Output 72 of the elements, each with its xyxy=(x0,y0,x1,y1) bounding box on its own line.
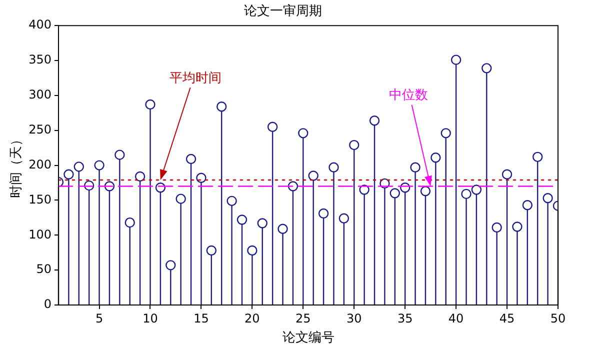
point xyxy=(359,184,370,195)
point xyxy=(257,218,268,228)
point xyxy=(145,99,156,110)
x-tick-label: 5 xyxy=(95,311,104,326)
point xyxy=(267,122,278,132)
point xyxy=(298,128,308,138)
point xyxy=(186,154,196,164)
y-tick-label: 350 xyxy=(28,52,52,67)
point xyxy=(196,172,206,183)
x-tick-label: 20 xyxy=(244,311,260,326)
y-tick-label: 200 xyxy=(28,157,52,172)
point xyxy=(492,222,502,233)
point xyxy=(74,162,84,172)
point xyxy=(176,194,186,204)
point xyxy=(400,182,410,193)
point xyxy=(512,222,522,232)
point xyxy=(84,180,94,191)
x-tick-label: 30 xyxy=(346,311,362,326)
point xyxy=(349,140,360,150)
point xyxy=(114,150,125,160)
point xyxy=(104,181,115,192)
point xyxy=(380,178,390,189)
x-axis-title: 论文编号 xyxy=(282,330,334,346)
point xyxy=(471,184,482,195)
point xyxy=(226,196,237,206)
point xyxy=(236,214,248,225)
x-tick-label: 40 xyxy=(448,311,464,326)
point xyxy=(328,162,339,172)
point xyxy=(338,213,350,224)
point xyxy=(522,200,533,210)
y-tick-label: 300 xyxy=(28,88,52,102)
point xyxy=(482,63,492,74)
annotation: 平均时间 xyxy=(169,70,222,86)
point xyxy=(288,181,298,192)
point xyxy=(64,169,74,180)
point xyxy=(390,188,400,198)
x-tick-label: 50 xyxy=(550,311,566,326)
y-tick-label: 50 xyxy=(36,262,52,276)
point xyxy=(247,245,258,256)
point xyxy=(124,217,135,228)
y-tick-label: 250 xyxy=(28,122,52,136)
y-tick-label: 0 xyxy=(44,297,52,312)
y-tick-label: 150 xyxy=(28,192,52,206)
y-tick-label: 100 xyxy=(28,227,52,242)
point xyxy=(166,260,176,270)
point xyxy=(134,171,146,182)
point xyxy=(461,188,472,200)
point xyxy=(369,115,380,126)
point xyxy=(216,102,227,112)
point xyxy=(206,245,217,256)
point xyxy=(542,193,553,204)
point xyxy=(94,160,104,170)
point xyxy=(318,208,329,219)
point xyxy=(502,169,512,180)
x-tick-label: 10 xyxy=(142,311,158,326)
x-tick-label: 45 xyxy=(499,311,515,326)
point xyxy=(308,170,318,181)
x-tick-label: 35 xyxy=(397,311,413,326)
point xyxy=(430,152,441,163)
point xyxy=(450,54,462,65)
y-tick-label: 400 xyxy=(28,18,52,32)
point xyxy=(420,186,431,196)
x-tick-label: 15 xyxy=(194,311,209,326)
y-axis-title: 时间（天） xyxy=(9,132,24,198)
point xyxy=(532,152,543,162)
point xyxy=(410,162,420,172)
point xyxy=(278,224,288,234)
point xyxy=(155,182,166,193)
x-tick-label: 25 xyxy=(296,311,311,326)
annotation: 中位数 xyxy=(389,88,428,104)
point xyxy=(440,128,451,138)
chart-title: 论文一审周期 xyxy=(244,3,322,20)
